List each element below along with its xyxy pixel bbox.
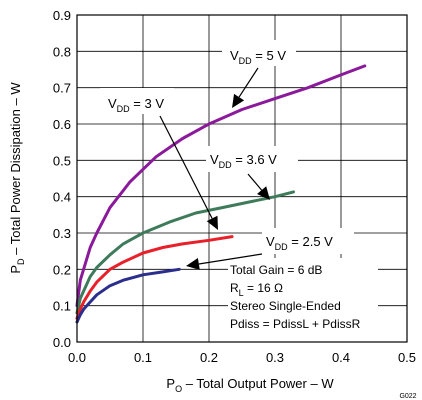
annotation-load: RL = 16 Ω	[230, 281, 283, 298]
x-tick-label: 0.3	[266, 350, 284, 365]
y-tick-labels: 0.0 0.1 0.2 0.3 0.4 0.5 0.6 0.7 0.8 0.9	[53, 8, 71, 350]
y-tick-label: 0.2	[53, 262, 71, 277]
arrow-3-6v	[247, 173, 270, 200]
annotation-bg	[228, 258, 378, 342]
series-label-25v: VDD = 2.5 V	[266, 234, 333, 252]
arrow-3v	[159, 115, 218, 230]
arrow-2-5v	[186, 253, 263, 270]
y-tick-label: 0.8	[53, 44, 71, 59]
series-lines	[75, 64, 367, 324]
y-tick-label: 0.4	[53, 190, 71, 205]
arrow-5v	[232, 67, 259, 108]
series-line-3v	[75, 235, 234, 320]
series-line-3-6v	[75, 190, 295, 315]
y-tick-label: 0.9	[53, 8, 71, 23]
x-tick-label: 0.4	[332, 350, 350, 365]
series-label-3v: VDD = 3 V	[108, 96, 164, 114]
arrows	[159, 67, 270, 270]
label-bg-36v	[206, 146, 298, 172]
y-tick-label: 0.0	[53, 335, 71, 350]
label-bg-5v	[222, 40, 296, 66]
label-bg-3v	[100, 88, 174, 114]
x-tick-label: 0.2	[200, 350, 218, 365]
series-label-5v: VDD = 5 V	[230, 48, 286, 66]
label-bg-25v	[262, 228, 354, 254]
annotation-gain: Total Gain = 6 dB	[230, 263, 322, 277]
y-axis-title: PD – Total Power Dissipation – W	[8, 82, 26, 274]
y-tick-label: 0.1	[53, 299, 71, 314]
plot-frame	[76, 14, 408, 343]
figure-id: G022	[399, 393, 416, 400]
series-line-5v	[75, 64, 367, 308]
x-tick-label: 0.0	[68, 350, 86, 365]
series-label-36v: VDD = 3.6 V	[210, 152, 277, 170]
y-tick-label: 0.5	[53, 153, 71, 168]
y-tick-label: 0.6	[53, 117, 71, 132]
x-tick-label: 0.5	[398, 350, 416, 365]
x-axis-title: PO – Total Output Power – W	[166, 376, 334, 394]
series-line-2-5v	[75, 267, 181, 324]
annotation-formula: Pdiss = PdissL + PdissR	[230, 317, 361, 331]
x-tick-labels: 0.0 0.1 0.2 0.3 0.4 0.5	[68, 350, 416, 365]
x-tick-label: 0.1	[134, 350, 152, 365]
annotation-mode: Stereo Single-Ended	[230, 299, 341, 313]
y-tick-label: 0.3	[53, 226, 71, 241]
y-tick-label: 0.7	[53, 81, 71, 96]
